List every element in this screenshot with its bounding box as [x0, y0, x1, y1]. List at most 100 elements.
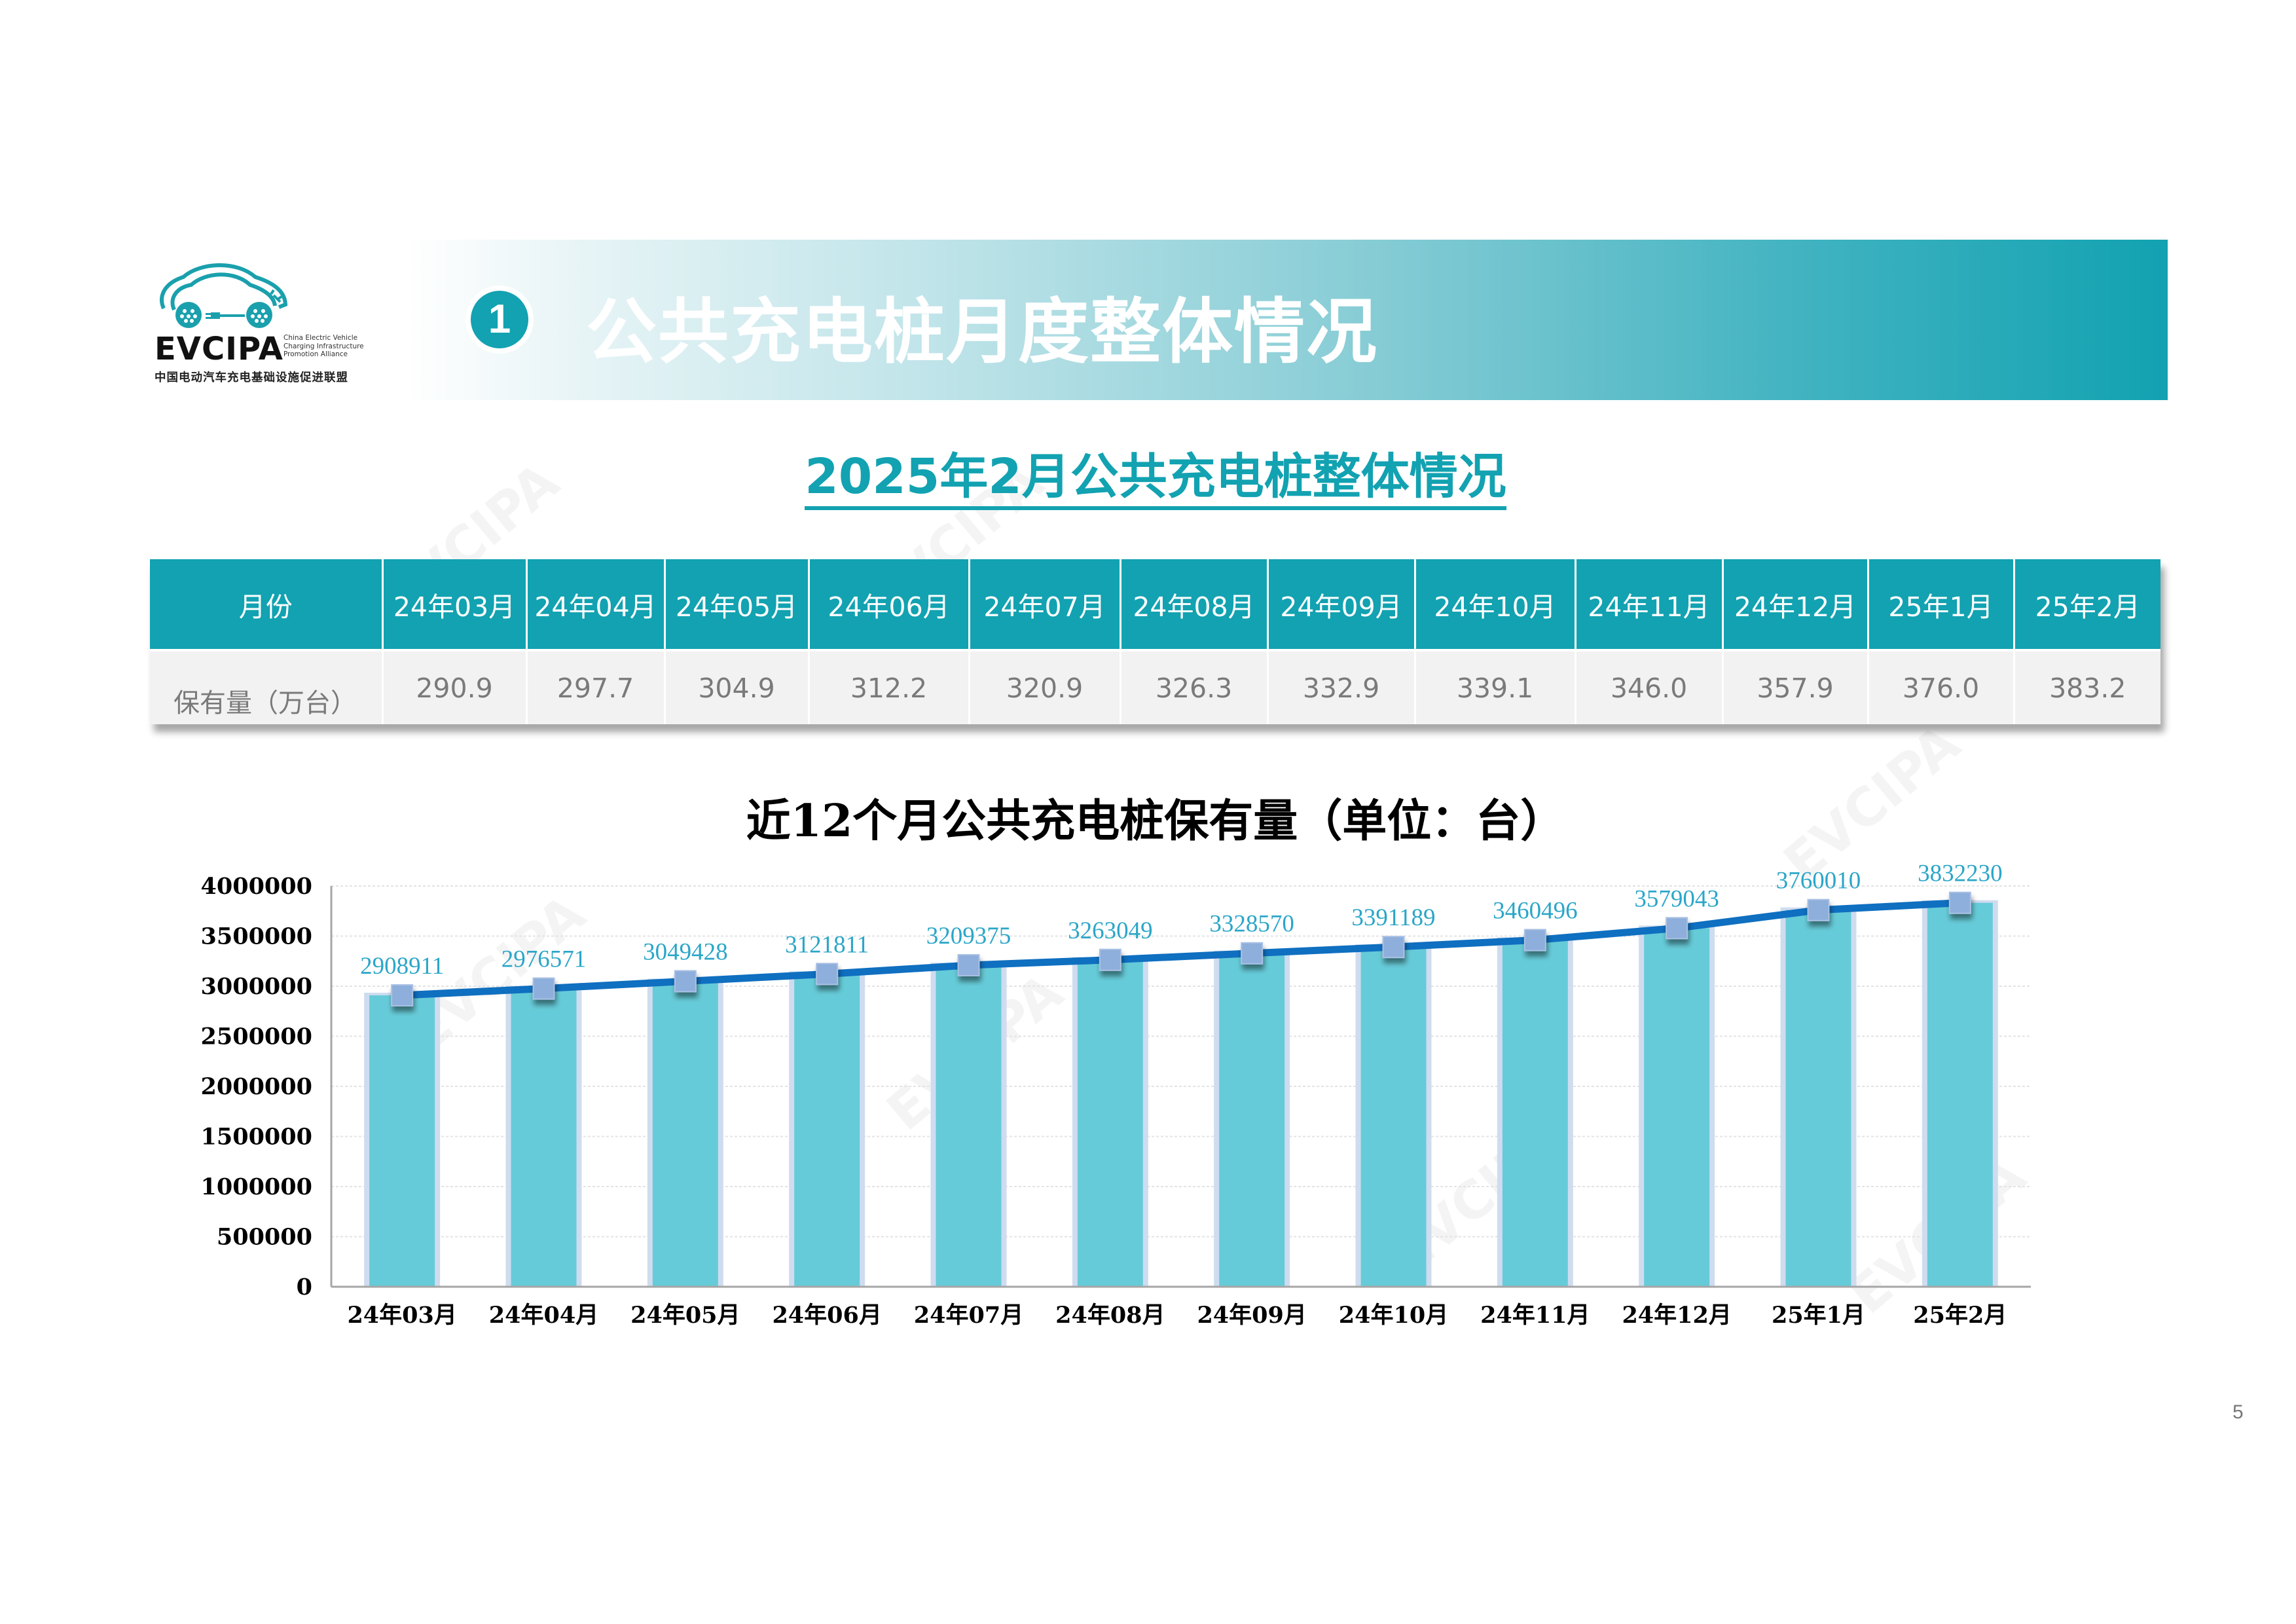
data-label: 3579043 [1634, 885, 1719, 912]
bar-frame [1214, 950, 1290, 1287]
data-label: 3832230 [1918, 860, 2003, 887]
table-cell: 312.2 [809, 650, 970, 724]
section-banner [405, 240, 2168, 400]
bar [794, 974, 860, 1287]
page-number: 5 [2232, 1401, 2244, 1423]
table-cell: 297.7 [526, 650, 666, 724]
line-marker [816, 963, 839, 986]
table-cell: 383.2 [2014, 650, 2160, 724]
data-label: 3209375 [926, 923, 1011, 950]
line-marker [1099, 948, 1121, 971]
data-label: 3391189 [1351, 904, 1435, 931]
table-cell: 339.1 [1415, 650, 1576, 724]
data-label: 3121811 [785, 931, 869, 958]
header-cell: 25年1月 [1868, 559, 2015, 652]
table-cell: 332.9 [1267, 650, 1416, 724]
line-marker [674, 970, 697, 993]
line-marker [1523, 929, 1546, 951]
x-tick-label: 24年07月 [914, 1302, 1023, 1329]
header-cell: 24年09月 [1267, 559, 1416, 652]
watermark: EVCIPA [875, 962, 1074, 1143]
logo-brand-text: EVCIPA [155, 331, 283, 367]
subtitle-text: 2025年2月公共充电桩整体情况 [805, 449, 1506, 510]
y-tick-label: 2500000 [201, 1024, 312, 1050]
header-cell: 24年07月 [969, 559, 1121, 652]
data-label: 3049428 [643, 938, 728, 965]
x-tick-label: 24年04月 [489, 1302, 598, 1329]
x-tick-label: 24年06月 [772, 1302, 881, 1329]
header-cell: 24年04月 [526, 559, 666, 652]
x-tick-label: 24年09月 [1197, 1302, 1306, 1329]
table-cell: 320.9 [969, 650, 1121, 724]
evcipa-logo: EVCIPA China Electric Vehicle Charging I… [155, 257, 371, 388]
header-cell: 25年2月 [2014, 559, 2160, 652]
bar [1785, 910, 1851, 1287]
line-marker [1807, 898, 1830, 921]
y-tick-label: 4000000 [201, 873, 312, 900]
bar [1644, 928, 1710, 1287]
header-cell: 24年06月 [809, 559, 970, 652]
x-tick-label: 24年03月 [347, 1302, 456, 1329]
header-cell: 24年03月 [382, 559, 528, 652]
y-tick-label: 2000000 [201, 1073, 312, 1100]
bar-frame [647, 978, 723, 1287]
y-tick-label: 3500000 [201, 923, 312, 950]
header-cell: 24年05月 [665, 559, 810, 652]
car-charging-logo-icon [160, 263, 288, 328]
x-tick-label: 25年2月 [1913, 1302, 2007, 1329]
y-axis-labels: 0 500000 1000000 1500000 2000000 2500000 30000… [201, 873, 312, 1301]
table-cell: 304.9 [665, 650, 810, 724]
bar-frame [789, 971, 866, 1287]
table-cell: 376.0 [1868, 650, 2015, 724]
x-tick-label: 24年12月 [1622, 1302, 1731, 1329]
table-cell: 290.9 [382, 650, 528, 724]
data-label: 3460496 [1493, 898, 1578, 925]
y-tick-label: 1000000 [201, 1173, 312, 1200]
table-cell: 357.9 [1722, 650, 1869, 724]
y-tick-label: 0 [297, 1274, 312, 1301]
x-tick-label: 24年10月 [1339, 1302, 1448, 1329]
logo-english-name: China Electric Vehicle Charging Infrastr… [283, 334, 364, 358]
data-labels: 2908911 2976571 3049428 3121811 3209375 32630… [360, 860, 2002, 980]
bar [1077, 959, 1143, 1287]
line-marker [1382, 936, 1405, 959]
line-marker [1948, 891, 1971, 914]
line-marker [1666, 917, 1688, 940]
row-label-stock: 保有量（万台） [150, 650, 384, 724]
watermark: EVCIPA [1379, 1106, 1578, 1287]
x-tick-label: 24年11月 [1480, 1302, 1590, 1329]
page-subtitle: 2025年2月公共充电桩整体情况 [0, 437, 2296, 510]
header-cell: 24年11月 [1575, 559, 1724, 652]
table-row: 保有量（万台） 290.9 297.7 304.9 312.2 320.9 32… [150, 650, 2160, 724]
section-title: 公共充电桩月度整体情况 [586, 291, 1379, 373]
logo-chinese-name: 中国电动汽车充电基础设施促进联盟 [155, 371, 348, 384]
bar-frame [1639, 925, 1715, 1287]
y-tick-label: 1500000 [201, 1124, 312, 1151]
bar-frame [1780, 907, 1857, 1287]
x-axis-labels: 24年03月 24年04月 24年05月 24年06月 24年07月 24年08月 24年0… [347, 1302, 2007, 1329]
chart-line [391, 891, 1971, 1006]
header-cell: 24年08月 [1120, 559, 1269, 652]
chart-gridlines [331, 885, 2031, 1287]
x-tick-label: 24年05月 [630, 1302, 740, 1329]
bar [652, 981, 718, 1287]
line-marker [1241, 942, 1264, 965]
x-tick-label: 24年08月 [1055, 1302, 1165, 1329]
monthly-summary-table: 月份 24年03月 24年04月 24年05月 24年06月 24年07月 24… [150, 559, 2160, 724]
section-number-badge: 1 [465, 286, 534, 354]
header-cell: 24年12月 [1722, 559, 1869, 652]
bar-frame [505, 986, 582, 1287]
x-tick-label: 25年1月 [1772, 1302, 1865, 1329]
bar-frame [1072, 957, 1148, 1287]
data-label: 3328570 [1209, 911, 1294, 938]
y-tick-label: 500000 [217, 1224, 312, 1251]
bar [511, 988, 577, 1287]
line-marker [391, 984, 414, 1006]
chart-axes [330, 886, 2031, 1288]
watermark: EVCIPA [397, 883, 596, 1064]
line-marker [957, 953, 980, 976]
chart-bars [364, 900, 1998, 1287]
line-marker [532, 977, 555, 1000]
data-label: 3263049 [1068, 917, 1153, 944]
table-cell: 346.0 [1575, 650, 1724, 724]
